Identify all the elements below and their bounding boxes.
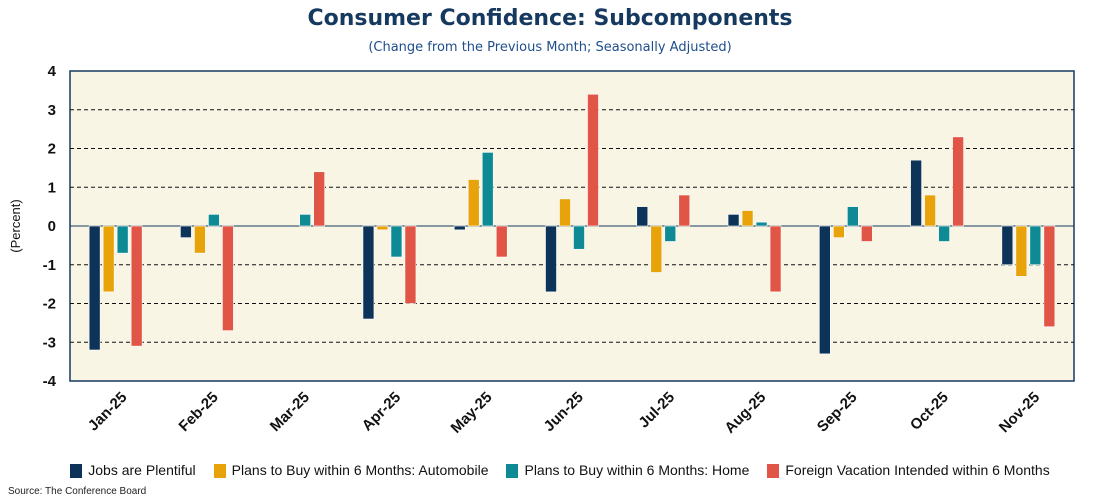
bar <box>404 225 417 304</box>
x-tick-label: Jun-25 <box>541 389 587 435</box>
y-tick-label: -4 <box>43 373 57 390</box>
bar <box>222 225 234 331</box>
bar <box>650 225 663 273</box>
legend-swatch <box>70 463 83 478</box>
bar <box>559 198 571 227</box>
bar <box>573 225 585 250</box>
bar <box>299 214 311 227</box>
bar <box>453 225 466 231</box>
bar <box>376 225 389 231</box>
bar <box>481 152 494 227</box>
bar <box>952 136 964 227</box>
bar <box>636 206 649 227</box>
bar <box>390 225 403 258</box>
y-tick-label: 1 <box>48 179 56 196</box>
bar <box>924 194 936 227</box>
y-tick-label: 3 <box>48 102 56 119</box>
bar <box>678 194 691 227</box>
bar <box>819 225 831 355</box>
x-tick-label: Aug-25 <box>721 389 769 437</box>
bar <box>938 225 950 242</box>
legend: Jobs are Plentiful Plans to Buy within 6 … <box>40 462 1080 479</box>
bar <box>1001 225 1014 266</box>
bar <box>194 225 206 254</box>
y-tick-label: -2 <box>43 296 56 313</box>
bar <box>741 210 754 227</box>
x-tick-label: Jul-25 <box>635 389 678 432</box>
legend-item: Plans to Buy within 6 Months: Automobile <box>213 462 489 479</box>
x-tick-label: May-25 <box>448 389 496 437</box>
y-tick-label: 2 <box>48 141 56 158</box>
x-tick-label: Sep-25 <box>814 389 861 436</box>
x-tick-label: Nov-25 <box>996 389 1043 436</box>
bar <box>769 225 782 293</box>
x-tick-label: Mar-25 <box>267 389 313 435</box>
legend-label: Plans to Buy within 6 Months: Automobile <box>231 462 489 478</box>
legend-label: Plans to Buy within 6 Months: Home <box>524 462 750 478</box>
legend-item: Jobs are Plentiful <box>70 462 196 479</box>
legend-label: Jobs are Plentiful <box>88 462 196 478</box>
bar <box>664 225 677 242</box>
bar <box>861 225 873 242</box>
source-note: Source: The Conference Board <box>8 486 147 497</box>
bar <box>130 225 143 347</box>
legend-item: Plans to Buy within 6 Months: Home <box>506 462 749 479</box>
bar <box>88 225 101 351</box>
x-tick-label: Feb-25 <box>176 389 222 435</box>
y-tick-label: 4 <box>48 63 57 80</box>
x-tick-label: Oct-25 <box>907 389 952 434</box>
x-tick-label: Jan-25 <box>85 389 131 435</box>
legend-item: Foreign Vacation Intended within 6 Month… <box>767 462 1050 479</box>
legend-label: Foreign Vacation Intended within 6 Month… <box>785 462 1050 478</box>
bar <box>362 225 375 320</box>
y-tick-label: -3 <box>43 334 56 351</box>
bar <box>467 179 480 227</box>
legend-swatch <box>506 463 519 478</box>
legend-swatch <box>213 463 226 478</box>
bar <box>727 214 740 227</box>
bar <box>755 221 768 227</box>
bar <box>116 225 129 254</box>
bar <box>1029 225 1042 266</box>
bar <box>910 159 922 227</box>
y-axis-label: (Percent) <box>8 199 23 252</box>
legend-swatch <box>767 463 780 478</box>
y-tick-label: -1 <box>43 257 56 274</box>
bar <box>495 225 508 258</box>
bar <box>208 214 220 227</box>
bar <box>833 225 845 238</box>
bar <box>847 206 859 227</box>
bar <box>1015 225 1028 277</box>
bar <box>313 171 325 227</box>
y-tick-label: 0 <box>48 218 56 235</box>
chart-title: Consumer Confidence: Subcomponents <box>307 6 793 31</box>
bar <box>545 225 557 293</box>
x-tick-label: Apr-25 <box>359 389 405 435</box>
bar <box>1043 225 1056 328</box>
bar <box>102 225 115 293</box>
chart-subtitle: (Change from the Previous Month; Seasona… <box>368 40 732 55</box>
bar <box>180 225 192 238</box>
bar <box>587 93 599 227</box>
